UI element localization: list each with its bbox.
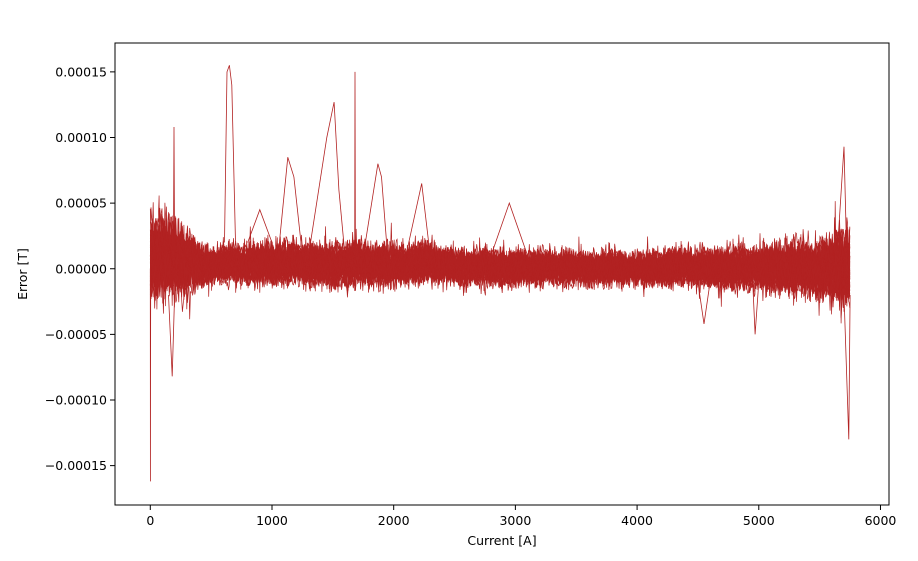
series-excursion: [173, 126, 175, 256]
series-excursion: [354, 71, 356, 256]
series-excursion: [224, 65, 236, 243]
series-excursion: [168, 294, 175, 377]
x-tick-label: 2000: [378, 513, 410, 528]
x-tick-label: 0: [146, 513, 154, 528]
series-excursion: [752, 281, 760, 335]
series-excursion: [837, 146, 847, 243]
y-tick-label: 0.00000: [55, 261, 107, 276]
series-excursion: [362, 163, 388, 256]
x-axis: 0 1000 2000 3000 4000 5000 6000: [146, 505, 896, 528]
y-tick-label: −0.00005: [45, 327, 107, 342]
series-line: [149, 213, 851, 287]
series-excursion: [843, 294, 851, 440]
plot-lines: [149, 65, 851, 482]
y-tick-label: 0.00015: [55, 64, 107, 79]
series-excursion: [308, 102, 346, 256]
plot-area-frame: [114, 42, 890, 506]
x-tick-label: 4000: [621, 513, 653, 528]
series-excursion: [277, 157, 303, 256]
y-tick-label: −0.00010: [45, 393, 107, 408]
series-excursion: [490, 201, 528, 256]
y-axis-label: Error [T]: [15, 248, 30, 300]
x-tick-label: 3000: [499, 513, 531, 528]
y-axis: −0.00015 −0.00010 −0.00005 0.00000 0.00005 0.…: [45, 64, 115, 473]
x-axis-label: Current [A]: [467, 533, 536, 548]
series-excursion: [405, 183, 431, 256]
x-tick-label: 5000: [743, 513, 775, 528]
series-excursion: [247, 208, 273, 243]
y-tick-label: 0.00010: [55, 130, 107, 145]
x-tick-label: 6000: [865, 513, 897, 528]
y-tick-label: 0.00005: [55, 196, 107, 211]
y-tick-label: −0.00015: [45, 458, 107, 473]
series-excursion: [697, 281, 711, 324]
x-tick-label: 1000: [256, 513, 288, 528]
